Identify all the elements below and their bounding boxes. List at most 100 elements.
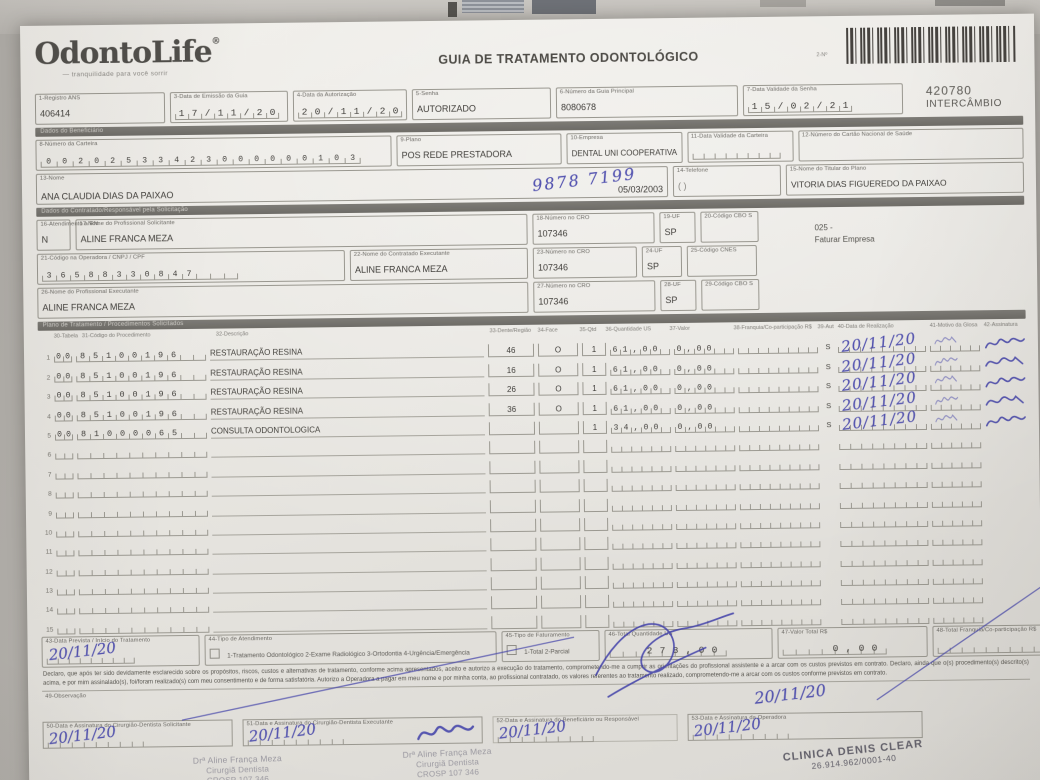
field-uf-contratado: 24-UF SP [641,245,683,278]
field-senha: 5-Senha AUTORIZADO [411,87,552,121]
signature-ink [935,395,959,405]
cell-us: 61,00 [610,360,671,376]
cell-dente: 26 [488,382,535,397]
cell-data-realizacao: 20/11/20 [838,388,927,414]
signature-date-comb [47,733,144,749]
dentist-stamp-executante: Drª Aline França Meza Cirurgiã Dentista … [402,745,492,780]
field-registro-ans: 1-Registro ANS 406414 [34,92,166,125]
cell-qtd: 1 [582,420,608,435]
cell-motivo-glosa [930,357,981,372]
beneficiario-nascimento: 05/03/2003 [617,184,664,195]
signature-ink [985,376,1026,388]
cell-us: 61,00 [610,380,671,395]
column-header: 42-Assinatura [983,321,1018,329]
cell-assinatura [986,471,1028,488]
row-number: 5 [47,432,52,440]
tipo-faturamento-checkbox [506,644,517,655]
cell-face [540,537,581,551]
cell-assinatura [987,587,1029,604]
cell-data-realizacao [840,571,929,587]
cell-tabela: 00 [53,348,74,363]
cell-aut: S [826,400,832,410]
cell-qtd [585,595,610,609]
field-tipo-atendimento: 44-Tipo de Atendimento 1-Tratamento Odon… [204,631,497,666]
cell-motivo-glosa [930,375,981,392]
field-cbo-solicitante: 20-Código CBO S [700,210,759,243]
field-nome-beneficiario: 13-Nome ANA CLAUDIA DIAS DA PAIXAO 05/03… [35,166,669,205]
cell-motivo-glosa [929,336,981,353]
field-cnes: 25-Código CNES [686,245,758,277]
row-number: 12 [45,568,53,576]
column-header: 41-Motivo da Glosa [929,322,978,329]
cell-dente [489,479,536,494]
cell-us [611,477,672,492]
cell-dente [489,441,536,455]
cell-aut [825,594,837,606]
cell-us [612,515,673,531]
beneficiario-nome: ANA CLAUDIA DIAS DA PAIXAO [41,190,174,202]
cell-qtd [583,498,608,512]
cell-face: O [538,382,579,396]
field-validade-senha: 7-Data Validade da Senha 15/02/21 [742,83,904,117]
cell-assinatura [986,510,1028,527]
cell-franquia [740,572,821,588]
signature-ink [985,338,1025,349]
cell-motivo-glosa [932,531,983,547]
cell-dente [488,421,536,436]
guide-number: 420780 [925,83,972,98]
cell-us: 61,00 [609,341,671,357]
cell-data-realizacao [841,609,930,625]
procedure-rows: 1 00 85100196 RESTAURAÇÃO RESINA 46 O 1 61,00 0,… [38,330,1029,635]
cell-franquia [739,436,820,452]
comb-data-prevista [46,649,135,665]
signature-box-label: 52-Data e Assinatura do Beneficiário ou … [496,716,639,725]
cell-valor: 0,00 [673,340,735,356]
row-number: 8 [48,490,52,498]
cell-aut [824,516,836,528]
column-header: 34-Face [537,327,558,334]
observacao-date-ink: 20/11/20 [753,680,827,708]
cell-valor: 0,00 [674,418,736,433]
cell-motivo-glosa [931,454,982,469]
column-header: 39-Aut [817,324,834,331]
cell-franquia [740,591,822,607]
cell-tabela [57,600,76,616]
barcode-field-label: 2-Nº [816,52,828,59]
cell-valor [676,592,738,608]
cell-qtd [583,478,608,493]
dentist-stamp-solicitante: Drª Aline França Meza Cirurgiã Dentista … [192,752,282,780]
cell-qtd: 1 [582,401,607,415]
cell-qtd [583,440,608,454]
field-cro-contratado: 23-Número no CRO 107346 [532,246,638,279]
cell-franquia [741,611,822,627]
odontolife-logo: OdontoLife® — tranquilidade para você so… [34,35,304,79]
column-header: 35-Qtd [579,326,597,334]
cell-qtd [584,537,609,551]
cell-franquia [738,397,819,413]
signature-ink [417,724,475,741]
field-titular-plano: 15-Nome do Titular do Plano VITORIA DIAS… [785,161,1025,196]
cell-codigo [79,618,210,635]
cell-us [612,554,673,570]
signature-ink [985,355,1024,367]
cell-data-realizacao: 20/11/20 [838,407,928,434]
field-total-us: 46-Total Quantidade US 278,00 [604,627,773,661]
comb-total-franquia [937,638,1040,654]
signature-box-label: 53-Data e Assinatura da Operadora [691,714,787,722]
background-barcode-fragment [462,0,524,13]
signature-box-label: 51-Data e Assinatura do Cirurgião-Dentis… [246,719,394,728]
row-number: 14 [45,607,54,615]
cell-aut: S [825,381,832,391]
cell-dente [489,460,536,475]
cell-assinatura [986,490,1028,507]
field-valor-total: 47-Valor Total R$ 0,00 [777,625,928,659]
field-contratado-executante: 22-Nome do Contratado Executante ALINE F… [349,247,529,281]
cell-us [611,457,672,473]
cell-data-realizacao [839,493,928,509]
cell-us [611,438,672,454]
cell-tabela [56,542,75,557]
field-cbo-executante: 29-Código CBO S [701,278,760,311]
guide-kind: INTERCÂMBIO [925,97,1003,110]
cell-motivo-glosa [931,492,982,508]
field-numero-carteira: 8-Número da Carteira 0020253342300000010… [35,135,392,171]
